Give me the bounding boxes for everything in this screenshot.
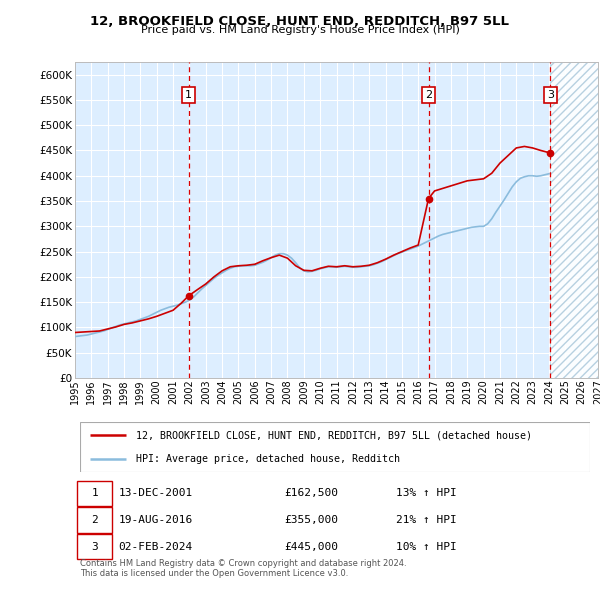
Text: 21% ↑ HPI: 21% ↑ HPI	[396, 515, 457, 525]
Text: HPI: Average price, detached house, Redditch: HPI: Average price, detached house, Redd…	[136, 454, 400, 464]
Text: 19-AUG-2016: 19-AUG-2016	[118, 515, 193, 525]
Text: 2: 2	[91, 515, 98, 525]
Text: Contains HM Land Registry data © Crown copyright and database right 2024.
This d: Contains HM Land Registry data © Crown c…	[80, 559, 407, 578]
Text: £355,000: £355,000	[284, 515, 338, 525]
Text: £162,500: £162,500	[284, 488, 338, 498]
Text: 12, BROOKFIELD CLOSE, HUNT END, REDDITCH, B97 5LL (detached house): 12, BROOKFIELD CLOSE, HUNT END, REDDITCH…	[136, 430, 532, 440]
Text: 02-FEB-2024: 02-FEB-2024	[118, 542, 193, 552]
Text: £445,000: £445,000	[284, 542, 338, 552]
Text: 3: 3	[547, 90, 554, 100]
FancyBboxPatch shape	[77, 535, 112, 559]
Text: 3: 3	[91, 542, 98, 552]
Text: 2: 2	[425, 90, 432, 100]
Text: 12, BROOKFIELD CLOSE, HUNT END, REDDITCH, B97 5LL: 12, BROOKFIELD CLOSE, HUNT END, REDDITCH…	[91, 15, 509, 28]
Text: 1: 1	[185, 90, 192, 100]
Text: 10% ↑ HPI: 10% ↑ HPI	[396, 542, 457, 552]
FancyBboxPatch shape	[77, 507, 112, 533]
Text: 13-DEC-2001: 13-DEC-2001	[118, 488, 193, 498]
FancyBboxPatch shape	[77, 480, 112, 506]
Text: 13% ↑ HPI: 13% ↑ HPI	[396, 488, 457, 498]
FancyBboxPatch shape	[80, 422, 590, 472]
Text: Price paid vs. HM Land Registry's House Price Index (HPI): Price paid vs. HM Land Registry's House …	[140, 25, 460, 35]
Text: 1: 1	[91, 488, 98, 498]
